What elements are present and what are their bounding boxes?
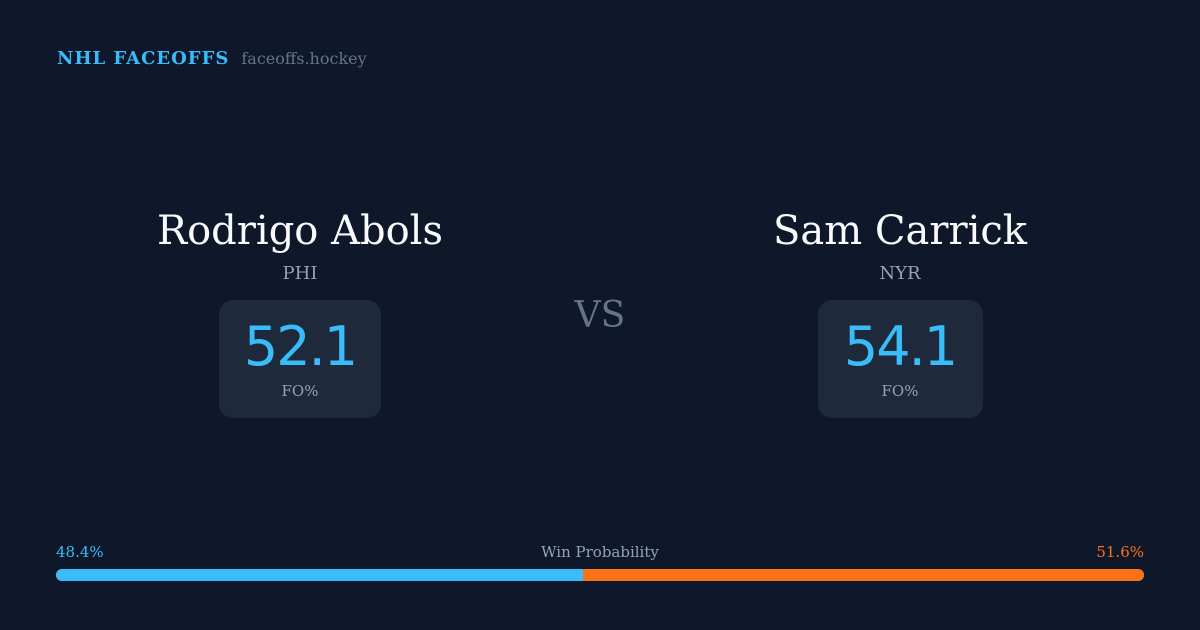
faceoff-stat-card: 52.1 FO% [219, 300, 381, 418]
faceoff-label: FO% [881, 382, 919, 400]
faceoff-label: FO% [281, 382, 319, 400]
win-prob-bar-left [56, 569, 583, 581]
faceoff-percentage: 54.1 [843, 315, 958, 378]
faceoff-percentage: 52.1 [243, 315, 358, 378]
player-team: NYR [879, 263, 921, 284]
player-right: Sam Carrick NYR 54.1 FO% [700, 205, 1100, 418]
player-left: Rodrigo Abols PHI 52.1 FO% [100, 205, 500, 418]
brand-name: NHL FACEOFFS [57, 48, 230, 69]
brand-site: faceoffs.hockey [241, 49, 367, 68]
win-prob-right: 51.6% [1096, 543, 1144, 561]
win-prob-label: Win Probability [541, 543, 659, 561]
win-probability: 48.4% Win Probability 51.6% [56, 543, 1144, 581]
brand: NHL FACEOFFS faceoffs.hockey [57, 48, 367, 69]
win-prob-bar-right [582, 569, 1144, 581]
win-prob-left: 48.4% [56, 543, 104, 561]
player-name: Rodrigo Abols [156, 208, 443, 254]
player-name: Sam Carrick [772, 208, 1028, 254]
versus-label: VS [574, 295, 626, 336]
player-team: PHI [282, 263, 318, 284]
win-prob-bar [56, 569, 1144, 581]
faceoff-stat-card: 54.1 FO% [817, 300, 983, 418]
